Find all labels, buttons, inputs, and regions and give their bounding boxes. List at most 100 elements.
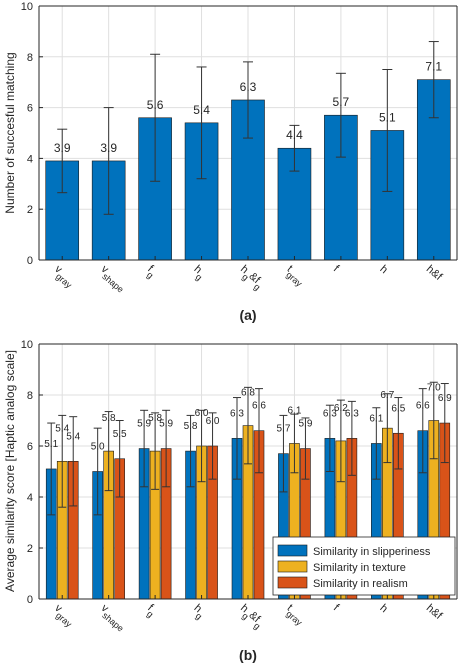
x-tick-label-sub: gray bbox=[284, 270, 304, 289]
data-label: 5.7 bbox=[276, 424, 290, 435]
data-label: 5.8 bbox=[102, 413, 116, 424]
panel-label: (a) bbox=[239, 307, 256, 323]
data-label: 5.5 bbox=[113, 429, 127, 440]
data-label: 5.9 bbox=[159, 419, 173, 430]
x-tick-label-main: h bbox=[377, 602, 389, 615]
data-label: 3.9 bbox=[100, 141, 117, 155]
x-tick-label: hg&fg bbox=[236, 263, 267, 292]
x-tick-label-main: f bbox=[331, 263, 342, 275]
data-label: 6.9 bbox=[438, 393, 452, 404]
data-label: 6.2 bbox=[334, 403, 348, 414]
y-tick-label: 0 bbox=[27, 255, 33, 267]
data-label: 6.6 bbox=[252, 401, 266, 412]
x-tick-label-main: f bbox=[145, 263, 156, 275]
data-label: 6.1 bbox=[287, 405, 301, 416]
series-group: 5.4 5.5 5.9 6.0 6.6 5.9 6.3 6.5 6.9 bbox=[66, 383, 452, 600]
x-tick-label-sub: g bbox=[145, 270, 155, 281]
x-tick-label: hg&fg bbox=[236, 602, 267, 631]
x-tick-label: h bbox=[377, 602, 389, 615]
x-tick-label-sub: g bbox=[240, 611, 250, 622]
data-label: 5.0 bbox=[91, 442, 105, 453]
y-axis-label: Average similarity score [Haptic analog … bbox=[3, 350, 17, 592]
x-tick-label-sub: shape bbox=[100, 271, 125, 294]
legend-entry: Similarity in realism bbox=[313, 578, 408, 590]
data-label: 6.3 bbox=[230, 408, 244, 419]
x-tick-label: vgray bbox=[50, 602, 78, 629]
x-tick-label-sub: gray bbox=[284, 609, 304, 628]
y-tick-label: 10 bbox=[21, 1, 33, 13]
y-tick-label: 4 bbox=[27, 153, 33, 165]
data-label: 6.1 bbox=[369, 413, 383, 424]
y-tick-label: 2 bbox=[27, 543, 33, 555]
x-tick-label: vshape bbox=[96, 602, 129, 634]
data-label: 7.1 bbox=[425, 60, 442, 74]
x-tick-label: tgray bbox=[282, 602, 308, 628]
x-tick-label-main: f bbox=[145, 602, 156, 614]
data-label: 5.1 bbox=[44, 439, 58, 450]
panel-label: (b) bbox=[239, 647, 257, 663]
data-label: 4.4 bbox=[286, 128, 303, 142]
x-tick-label: h&f bbox=[424, 602, 445, 622]
data-label: 6.5 bbox=[391, 403, 405, 414]
data-label: 5.9 bbox=[298, 419, 312, 430]
y-tick-label: 6 bbox=[27, 441, 33, 453]
legend-swatch bbox=[277, 560, 308, 573]
data-label: 6.3 bbox=[323, 408, 337, 419]
legend-entry: Similarity in slipperiness bbox=[313, 546, 431, 558]
data-label: 5.8 bbox=[148, 413, 162, 424]
x-tick-label-main: t bbox=[285, 263, 295, 274]
data-label: 5.4 bbox=[66, 431, 80, 442]
x-tick-label-sub2: g bbox=[252, 282, 262, 293]
legend-entry: Similarity in texture bbox=[313, 562, 406, 574]
y-tick-label: 8 bbox=[27, 390, 33, 402]
x-tick-label-sub: g bbox=[194, 272, 204, 283]
data-label: 5.6 bbox=[147, 98, 164, 112]
data-label: 6.3 bbox=[240, 80, 257, 94]
data-label: 5.9 bbox=[137, 419, 151, 430]
data-label: 5.1 bbox=[379, 110, 396, 124]
x-tick-label-sub: gray bbox=[54, 610, 74, 629]
x-tick-label: vgray bbox=[50, 263, 78, 290]
x-tick-label: h bbox=[377, 263, 389, 276]
x-tick-label-main: t bbox=[285, 602, 295, 613]
x-tick-label-main: h&f bbox=[424, 263, 445, 283]
data-label: 5.4 bbox=[193, 103, 210, 117]
x-tick-label: hg bbox=[189, 602, 208, 621]
y-tick-label: 6 bbox=[27, 103, 33, 115]
data-label: 6.0 bbox=[206, 416, 220, 427]
series-group: 5.1 5.05.9 5.86.35.76.3 6.16.6 bbox=[44, 388, 430, 600]
data-label: 3.9 bbox=[54, 141, 71, 155]
y-tick-label: 10 bbox=[21, 339, 33, 351]
x-tick-label-main: h&f bbox=[424, 602, 445, 622]
x-tick-label-sub: g bbox=[194, 611, 204, 622]
data-label: 7.0 bbox=[427, 383, 441, 394]
series-group: 5.4 5.8 5.8 6.0 6.8 6.1 6.2 6.7 7.0 bbox=[55, 381, 441, 600]
legend-swatch bbox=[277, 576, 308, 589]
x-tick-label: fg bbox=[143, 602, 159, 619]
x-tick-label: vshape bbox=[96, 263, 129, 295]
x-tick-label-sub: g bbox=[240, 272, 250, 283]
x-tick-label-main: h bbox=[377, 263, 389, 276]
y-tick-label: 0 bbox=[27, 594, 33, 606]
data-label: 6.0 bbox=[195, 408, 209, 419]
data-label: 5.8 bbox=[184, 421, 198, 432]
x-tick-label: tgray bbox=[282, 263, 308, 289]
data-label: 5.7 bbox=[333, 95, 350, 109]
x-tick-label: f bbox=[331, 263, 342, 275]
series-group: 3.9 3.9 5.6 5.4 6.3 4.4 5.7 5.1 7.1 bbox=[45, 41, 451, 261]
legend: Similarity in slipperiness Similarity in … bbox=[272, 536, 456, 596]
x-tick-label: hg bbox=[189, 263, 208, 282]
x-tick-label-main: f bbox=[331, 602, 342, 614]
y-tick-label: 8 bbox=[27, 52, 33, 64]
data-label: 6.6 bbox=[416, 401, 430, 412]
data-label: 6.7 bbox=[380, 390, 394, 401]
y-tick-label: 4 bbox=[27, 492, 33, 504]
x-tick-label-sub: g bbox=[145, 609, 155, 620]
data-label: 5.4 bbox=[55, 423, 69, 434]
y-tick-label: 2 bbox=[27, 204, 33, 216]
x-tick-label-sub2: g bbox=[252, 621, 262, 632]
x-tick-label-sub: gray bbox=[54, 271, 74, 290]
data-label: 6.8 bbox=[241, 388, 255, 399]
chart-panel-a: 3.9 3.9 5.6 5.4 6.3 4.4 5.7 5.1 7.1 0 2 4 6 8 10 vgrayv… bbox=[3, 1, 458, 323]
